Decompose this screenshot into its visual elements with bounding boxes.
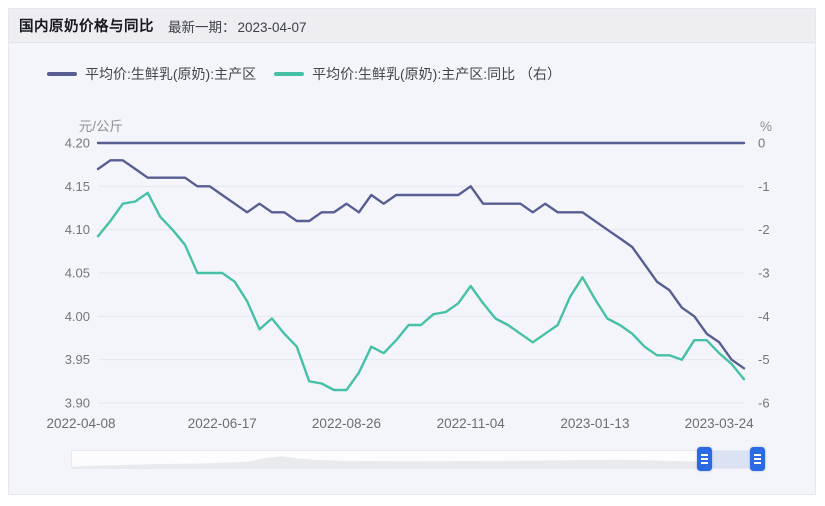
x-axis-tick: 2022-06-17 [188,416,257,431]
datazoom-slider[interactable] [71,447,766,471]
y-axis-tick-right: -4 [758,309,770,324]
datazoom-right-handle[interactable] [750,447,765,471]
x-axis-tick: 2022-04-08 [46,416,115,431]
left-axis-unit-label: 元/公斤 [79,119,123,134]
y-axis-tick-left: 4.15 [65,179,90,194]
chart-card: 国内原奶价格与同比 最新一期： 2023-04-07 平均价:生鲜乳(原奶):主产… [8,8,816,495]
x-axis-tick: 2022-08-26 [312,416,381,431]
y-axis-tick-right: -5 [758,352,770,367]
y-axis-tick-left: 4.20 [65,136,90,151]
y-axis-tick-left: 3.95 [65,352,90,367]
right-axis-unit-label: % [760,119,772,134]
y-axis-tick-left: 3.90 [65,396,90,411]
legend-item-yoy[interactable]: 平均价:生鲜乳(原奶):主产区:同比 （右） [274,64,561,84]
latest-period-date: 2023-04-07 [237,19,307,35]
y-axis-tick-right: -1 [758,179,770,194]
y-axis-tick-right: -3 [758,266,770,281]
datazoom-left-handle[interactable] [697,447,712,471]
x-axis-tick: 2023-01-13 [560,416,629,431]
y-axis-tick-right: 0 [758,136,765,151]
hamburger-lines-icon [754,454,761,464]
legend-swatch-1 [274,72,305,76]
y-axis-tick-left: 4.05 [65,266,90,281]
y-axis-tick-left: 4.00 [65,309,90,324]
legend-label: 平均价:生鲜乳(原奶):主产区 [85,66,257,82]
series-line-price [96,159,746,370]
y-axis-tick-right: -6 [758,396,770,411]
latest-period: 最新一期： 2023-04-07 [168,16,307,36]
hamburger-lines-icon [701,454,708,464]
legend-label: 平均价:生鲜乳(原奶):主产区:同比 （右） [312,66,561,82]
datazoom-selected-range[interactable] [706,451,760,468]
title-bar: 国内原奶价格与同比 最新一期： 2023-04-07 [9,9,815,43]
legend: 平均价:生鲜乳(原奶):主产区 平均价:生鲜乳(原奶):主产区:同比 （右） [47,64,561,84]
x-axis-tick: 2023-03-24 [685,416,755,431]
price-yoy-line-chart: 4.20 0 4.15 -1 4.10 -2 4.05 -3 4.00 -4 3.95 -5 3.90 -… [46,119,772,431]
y-axis-tick-right: -2 [758,222,770,237]
legend-item-price[interactable]: 平均价:生鲜乳(原奶):主产区 [47,64,256,84]
legend-swatch-0 [47,72,77,76]
x-axis-tick: 2022-11-04 [437,416,506,431]
y-axis-tick-left: 4.10 [65,222,90,237]
page-title: 国内原奶价格与同比 [19,19,154,35]
datazoom-data-shadow [72,456,765,468]
latest-period-label: 最新一期： [168,19,236,35]
series-line-yoy [96,191,746,392]
